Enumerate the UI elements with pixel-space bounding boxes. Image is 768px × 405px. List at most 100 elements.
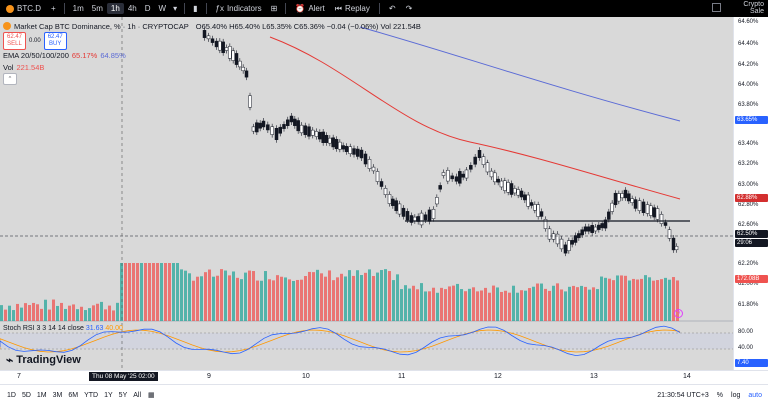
volume-bar xyxy=(44,299,47,321)
y-label: 80.00 xyxy=(738,329,754,335)
volume-tag: 172.08B xyxy=(735,275,768,283)
volume-bar xyxy=(96,303,99,321)
volume-bar xyxy=(628,280,631,321)
volume-bar xyxy=(204,272,207,321)
candle-body xyxy=(270,126,274,135)
candle-body xyxy=(667,229,672,239)
vol-label[interactable]: Vol xyxy=(3,62,14,72)
auto-toggle[interactable]: auto xyxy=(748,391,762,399)
candle-body xyxy=(405,211,410,221)
volume-bar xyxy=(264,271,267,321)
candle-body xyxy=(559,238,564,250)
crypto-sale-badge[interactable]: Crypto Sale xyxy=(743,1,764,15)
undo-icon[interactable]: ↶ xyxy=(388,4,396,13)
candle-body xyxy=(674,245,679,251)
templates-icon[interactable]: ⊞ xyxy=(270,4,278,13)
range-1m[interactable]: 1M xyxy=(36,391,47,399)
collapse-legend-button[interactable]: ˆ xyxy=(3,73,17,85)
layout-icon[interactable] xyxy=(712,3,721,12)
redo-icon[interactable]: ↷ xyxy=(405,4,413,13)
candle-body xyxy=(590,225,594,233)
stoch-legend[interactable]: Stoch RSI 3 3 14 14 close 31.63 40.00 xyxy=(3,325,123,332)
volume-bar xyxy=(640,278,643,321)
candle-body xyxy=(274,128,279,140)
tf-5m[interactable]: 5m xyxy=(91,4,103,13)
range-1y[interactable]: 1Y xyxy=(104,391,113,399)
bar-style-icon[interactable]: ▮ xyxy=(193,4,198,13)
volume-bar xyxy=(280,276,283,321)
volume-bar xyxy=(400,289,403,321)
volume-bar xyxy=(660,279,663,321)
volume-bar xyxy=(496,287,499,321)
tf-w[interactable]: W xyxy=(158,4,167,13)
tf-4h[interactable]: 4h xyxy=(127,4,137,13)
percent-toggle[interactable]: % xyxy=(716,391,724,399)
volume-bar xyxy=(4,309,7,321)
buy-button[interactable]: 62.47 BUY xyxy=(43,31,67,50)
volume-bar xyxy=(260,280,263,321)
symbol-search[interactable]: BTC.D xyxy=(0,4,47,13)
range-3m[interactable]: 3M xyxy=(52,391,63,399)
candle-body xyxy=(352,148,356,155)
candle-body xyxy=(251,126,256,132)
range-5d[interactable]: 5D xyxy=(21,391,31,399)
candle-body xyxy=(496,178,500,183)
volume-bar xyxy=(432,287,435,321)
range-ytd[interactable]: YTD xyxy=(84,391,99,399)
timezone-clock[interactable]: 21:30:54 UTC+3 xyxy=(657,391,709,399)
y-label: 61.80% xyxy=(738,302,759,308)
volume-bar xyxy=(80,306,83,321)
top-toolbar: BTC.D + 1m 5m 1h 4h D W ▾ ▮ ƒx Indicator… xyxy=(0,0,768,17)
candle-body xyxy=(397,203,402,215)
chevron-down-icon[interactable]: ▾ xyxy=(173,4,178,13)
tf-d[interactable]: D xyxy=(144,4,151,13)
range-6m[interactable]: 6M xyxy=(68,391,79,399)
sell-button[interactable]: 62.47 SELL xyxy=(3,31,27,50)
volume-bar xyxy=(568,286,571,321)
ema50-price-tag: 62.88% xyxy=(735,194,768,202)
volume-bar xyxy=(352,275,355,321)
indicators-button[interactable]: ƒx Indicators xyxy=(211,4,267,13)
date-range-icon[interactable]: ▦ xyxy=(148,392,155,399)
range-all[interactable]: All xyxy=(133,391,142,399)
chart-pane[interactable]: Market Cap BTC Dominance, % · 1h · CRYPT… xyxy=(0,17,733,370)
x-label: 10 xyxy=(302,373,310,380)
range-1d[interactable]: 1D xyxy=(7,391,16,399)
volume-bar xyxy=(192,280,195,321)
stoch-d-value: 40.00 xyxy=(105,325,123,332)
volume-bar xyxy=(360,275,363,321)
candle-body xyxy=(435,197,439,205)
volume-bar xyxy=(416,289,419,321)
volume-bar xyxy=(28,305,31,321)
vol-legend-row: Vol 221.54B xyxy=(3,61,421,73)
candle-body xyxy=(344,145,349,153)
tf-1m[interactable]: 1m xyxy=(72,4,84,13)
alert-button[interactable]: ⏰ Alert xyxy=(290,4,329,13)
tf-1h[interactable]: 1h xyxy=(106,3,124,14)
log-toggle[interactable]: log xyxy=(731,391,741,399)
candle-body xyxy=(221,41,225,54)
tradingview-logo[interactable]: ⌁ TradingView xyxy=(6,353,81,367)
last-price-tag: 62.50% xyxy=(735,230,768,238)
volume-bar xyxy=(476,291,479,321)
range-5y[interactable]: 5Y xyxy=(118,391,128,399)
volume-bar xyxy=(644,275,647,321)
volume-bar xyxy=(88,308,91,321)
chart-canvas[interactable] xyxy=(0,17,733,370)
candle-body xyxy=(391,198,395,206)
lightning-icon[interactable]: ϟ xyxy=(674,309,683,318)
y-label: 62.60% xyxy=(738,222,759,228)
add-symbol-icon[interactable]: + xyxy=(51,4,56,13)
volume-bar xyxy=(156,263,159,321)
divider xyxy=(378,3,380,14)
ema-label[interactable]: EMA 20/50/100/200 xyxy=(3,50,69,60)
y-label: 64.20% xyxy=(738,62,759,68)
replay-button[interactable]: ⏮ Replay xyxy=(330,4,375,14)
volume-bar xyxy=(300,279,303,321)
volume-bar xyxy=(56,305,59,321)
legend-title[interactable]: Market Cap BTC Dominance, % · 1h · CRYPT… xyxy=(14,21,189,31)
tradingview-logo-icon: ⌁ xyxy=(6,353,14,367)
time-axis[interactable]: 7 9 10 11 12 13 14 Thu 08 May '25 02:00 xyxy=(0,370,768,384)
price-axis[interactable]: 64.60% 64.40% 64.20% 64.00% 63.80% 63.40… xyxy=(733,17,768,370)
candle-body xyxy=(321,131,325,143)
